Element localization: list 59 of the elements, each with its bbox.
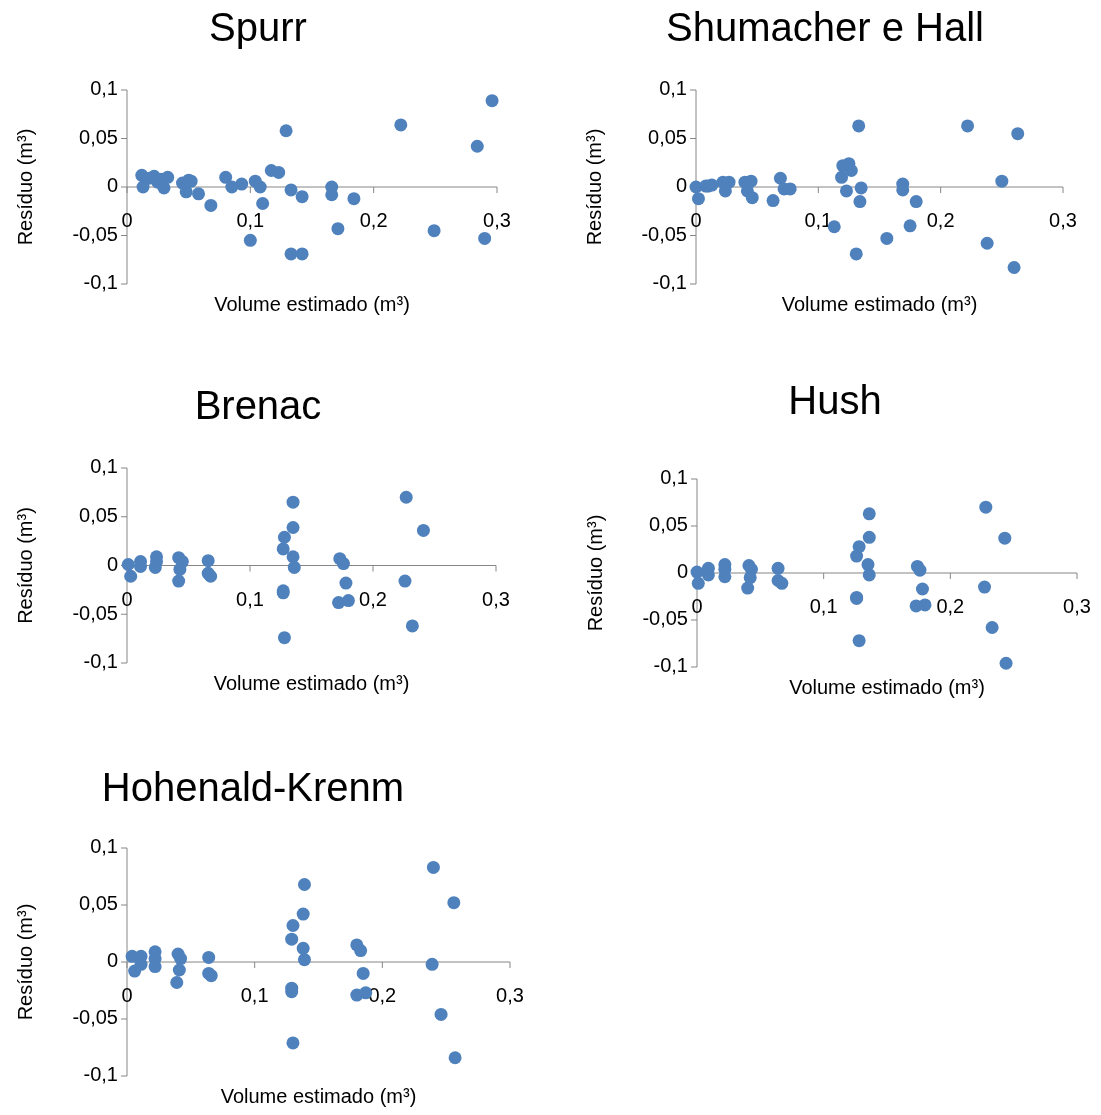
y-axis-title: Resíduo (m³) [14,903,37,1021]
y-tick-label: 0,05 [649,513,688,536]
y-tick-label: 0 [106,174,118,197]
y-tick-label: -0,1 [83,650,118,673]
y-tick-label: -0,05 [72,1006,118,1029]
y-axis-title: Resíduo (m³) [14,128,37,246]
y-tick-label: 0,05 [79,892,118,915]
x-axis-title: Volume estimado (m³) [781,293,978,316]
chart-title: Hush [788,377,882,422]
y-tick-label: 0 [106,552,118,575]
x-axis-title: Volume estimado (m³) [220,1085,417,1108]
x-tick-label: 0,3 [1063,595,1091,618]
y-tick-label: -0,1 [653,654,688,677]
y-tick-label: -0,05 [72,222,118,245]
y-axis-title: Resíduo (m³) [14,507,37,624]
chart-title: Brenac [194,382,322,427]
x-axis-title: Volume estimado (m³) [214,293,410,316]
y-tick-label: 0 [676,560,688,583]
y-tick-label: 0,05 [648,125,687,148]
x-tick-label: 0,2 [359,209,388,232]
x-tick-label: 0 [691,595,703,618]
x-tick-label: 0,1 [236,209,265,232]
x-tick-label: 0,2 [926,209,955,232]
y-tick-label: -0,05 [642,607,688,630]
x-tick-label: 0,1 [809,595,838,618]
x-tick-label: 0,2 [359,587,387,610]
y-tick-label: -0,1 [652,271,687,294]
chart-title: Spurr [209,4,307,49]
x-tick-label: 0,2 [936,595,965,618]
y-tick-label: 0,1 [90,455,118,478]
x-tick-label: 0,1 [804,209,833,232]
x-tick-label: 0,3 [482,587,510,610]
y-tick-label: 0,1 [659,77,687,100]
x-axis-title: Volume estimado (m³) [213,672,410,695]
y-tick-label: -0,1 [83,1063,118,1086]
y-tick-label: 0,1 [660,466,688,489]
y-tick-label: 0,05 [79,125,118,148]
x-tick-label: 0 [121,209,133,232]
x-tick-label: 0,1 [240,984,269,1007]
y-tick-label: 0,1 [90,77,118,100]
y-tick-label: 0 [675,174,687,197]
x-tick-label: 0,3 [496,984,524,1007]
x-axis-title: Volume estimado (m³) [789,676,985,699]
y-axis-title: Resíduo (m³) [583,128,606,246]
y-tick-label: 0,1 [90,835,118,858]
x-tick-label: 0 [690,209,702,232]
chart-title: Hohenald-Krenm [101,764,405,809]
x-tick-label: 0 [121,587,133,610]
x-tick-label: 0,3 [1049,209,1077,232]
x-tick-label: 0,3 [483,209,511,232]
y-tick-label: -0,1 [83,271,118,294]
y-axis-title: Resíduo (m³) [584,514,607,632]
x-tick-label: 0,1 [236,587,264,610]
y-tick-label: 0,05 [79,504,118,527]
y-tick-label: -0,05 [641,222,687,245]
y-tick-label: -0,05 [72,601,118,624]
y-tick-label: 0 [106,949,118,972]
chart-title: Shumacher e Hall [666,4,984,49]
x-tick-label: 0 [121,984,133,1007]
